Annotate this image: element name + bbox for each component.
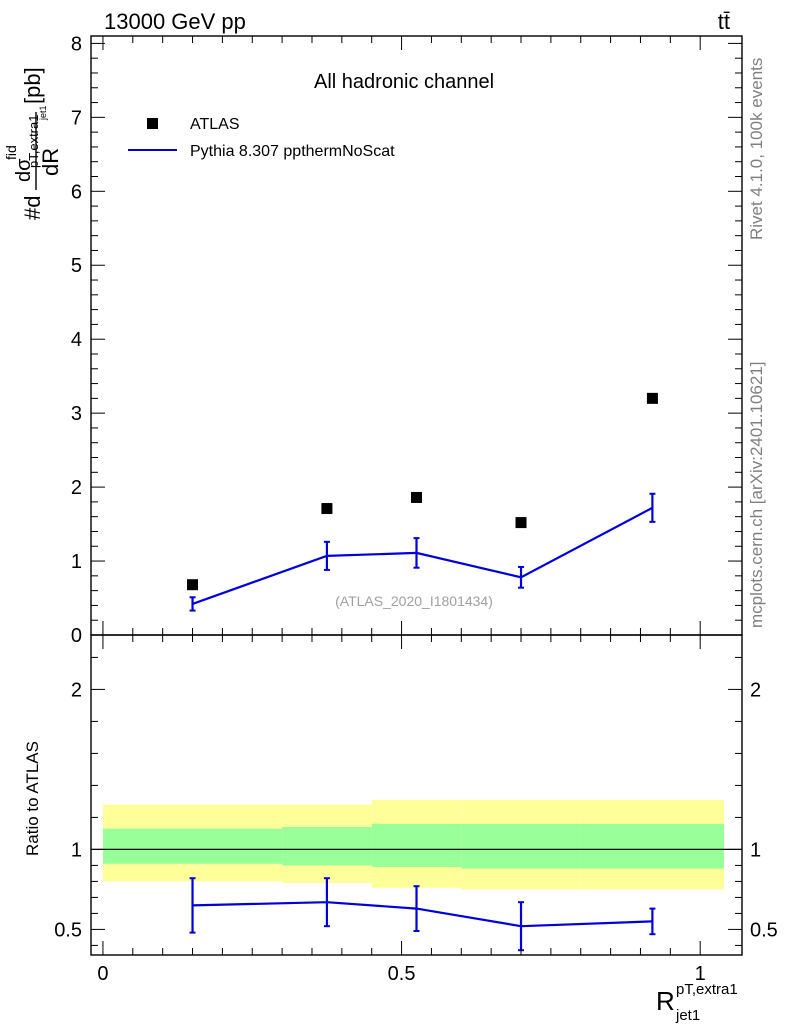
ratio-y-tick-label: 1 [71, 839, 82, 861]
main-atlas-point [646, 392, 658, 404]
main-y-tick-label: 0 [71, 625, 82, 647]
x-axis-title: R pT,extra1 jet1 [656, 981, 738, 1024]
svg-text:fid: fid [3, 145, 19, 160]
analysis-id-label: (ATLAS_2020_I1801434) [335, 593, 493, 609]
ratio-y-axis-title: Ratio to ATLAS [23, 741, 42, 856]
ratio-y-tick-label-right: 2 [750, 679, 761, 701]
legend-atlas-label: ATLAS [190, 116, 240, 133]
rivet-version-label: Rivet 4.1.0, 100k events [747, 58, 766, 240]
legend-pythia-label: Pythia 8.307 ppthermNoScat [190, 143, 395, 160]
ratio-uncertainty-bands [91, 799, 742, 890]
ratio-panel-frame [90, 634, 743, 956]
legend-atlas-marker [147, 118, 158, 129]
main-y-tick-label: 4 [71, 329, 82, 351]
svg-text:dR: dR [38, 148, 63, 176]
svg-text:pT,extra1: pT,extra1 [26, 115, 41, 168]
ratio-band-inner [461, 823, 581, 869]
main-y-tick-label: 1 [71, 551, 82, 573]
ratio-series-layer [189, 877, 656, 952]
main-pythia-line [192, 506, 653, 605]
svg-text:R: R [656, 986, 675, 1016]
svg-text:jet1: jet1 [38, 105, 48, 121]
svg-text:jet1: jet1 [675, 1007, 700, 1024]
ratio-y-tick-label: 2 [71, 679, 82, 701]
process-label: tt̄ [718, 9, 730, 34]
main-y-tick-label: 2 [71, 477, 82, 499]
ratio-band-inner [580, 823, 725, 869]
main-atlas-point [515, 517, 527, 529]
mcplots-label: mcplots.cern.ch [arXiv:2401.10621] [747, 362, 766, 628]
svg-text:pT,extra1: pT,extra1 [676, 981, 738, 998]
energy-label: 13000 GeV pp [104, 9, 246, 34]
ratio-band-inner [371, 823, 462, 867]
main-y-tick-label: 7 [71, 107, 82, 129]
svg-text:dσ: dσ [13, 158, 35, 182]
ratio-band-inner [282, 827, 372, 866]
main-y-tick-label: 8 [71, 33, 82, 55]
legend: ATLAS Pythia 8.307 ppthermNoScat [128, 116, 395, 160]
main-y-tick-label: 5 [71, 255, 82, 277]
ratio-axis-ticks: 0.5 0.5 1 1 2 2 0 0.5 1 [54, 635, 778, 985]
ratio-y-tick-label-right: 1 [750, 839, 761, 861]
main-y-axis-title: #d dσ fid pT,extra1 jet1 dR [pb] [3, 67, 63, 220]
ratio-y-tick-label: 0.5 [54, 919, 82, 941]
svg-text:[pb]: [pb] [20, 67, 45, 104]
ratio-band-inner [102, 828, 283, 864]
main-atlas-point [411, 491, 422, 503]
main-title: All hadronic channel [314, 71, 494, 93]
main-y-tick-label: 6 [71, 181, 82, 203]
svg-text:#d: #d [20, 196, 45, 220]
main-y-tick-label: 3 [71, 403, 82, 425]
x-tick-label: 1 [695, 963, 706, 985]
main-atlas-point [187, 579, 199, 591]
ratio-y-tick-label-right: 0.5 [750, 919, 778, 941]
main-atlas-point [321, 503, 333, 515]
x-tick-label: 0.5 [388, 963, 416, 985]
ratio-pythia-line [192, 901, 653, 928]
x-tick-label: 0 [97, 963, 108, 985]
main-series-layer [187, 392, 658, 612]
main-axis-ticks: 0 1 2 3 4 5 6 7 8 [71, 33, 742, 647]
